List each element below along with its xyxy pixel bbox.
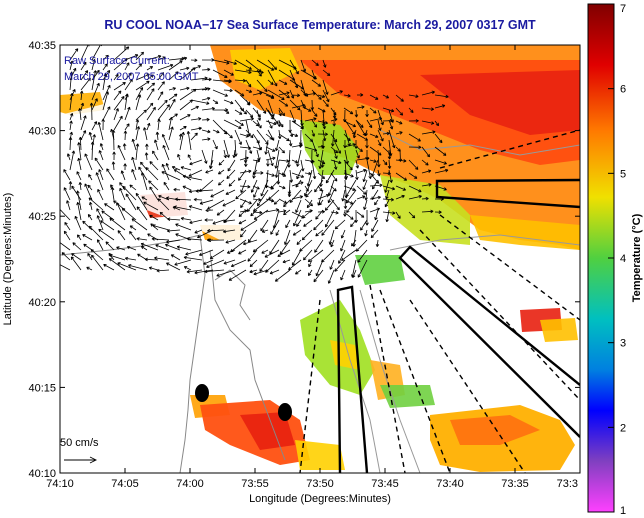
y-axis-title: Latitude (Degrees:Minutes)	[2, 193, 14, 326]
x-tick-label: 73:3	[557, 478, 578, 490]
x-tick-label: 73:50	[306, 478, 334, 490]
colorbar-tick-label: 4	[620, 253, 626, 265]
legend-line-1: Raw Surface Current:	[64, 55, 170, 67]
y-axis-ticks: 40:35 40:30 40:25 40:20 40:15 40:10	[28, 40, 580, 480]
y-tick-label: 40:20	[28, 297, 56, 309]
colorbar-tick-label: 2	[620, 422, 626, 434]
y-tick-label: 40:10	[28, 468, 56, 480]
x-tick-label: 73:45	[371, 478, 399, 490]
colorbar-ticks: 7 6 5 4 3 2 1	[608, 3, 626, 517]
x-tick-label: 73:35	[501, 478, 529, 490]
colorbar-tick-label: 7	[620, 3, 626, 15]
y-tick-label: 40:25	[28, 211, 56, 223]
x-tick-label: 73:55	[241, 478, 269, 490]
x-axis-ticks: 74:10 74:05 74:00 73:55 73:50 73:45 73:40 73:35…	[46, 45, 581, 490]
colorbar-tick-label: 6	[620, 84, 626, 96]
colorbar-tick-label: 1	[620, 505, 626, 517]
colorbar-tick-label: 5	[620, 168, 626, 180]
x-tick-label: 73:40	[436, 478, 464, 490]
scale-label: 50 cm/s	[60, 437, 99, 449]
x-tick-label: 74:00	[176, 478, 204, 490]
colorbar-title: Temperature (°C)	[631, 213, 643, 302]
x-tick-label: 74:05	[111, 478, 139, 490]
colorbar-tick-label: 3	[620, 338, 626, 350]
map-title: RU COOL NOAA−17 Sea Surface Temperature:…	[104, 18, 536, 32]
x-axis-title: Longitude (Degrees:Minutes)	[249, 493, 391, 505]
sst-field	[60, 45, 580, 473]
y-tick-label: 40:35	[28, 40, 56, 52]
y-tick-label: 40:15	[28, 382, 56, 394]
y-tick-label: 40:30	[28, 126, 56, 138]
legend-line-2: March 29, 2007 05:00 GMT	[64, 71, 199, 83]
marker-buoy-1	[195, 384, 209, 402]
x-tick-label: 74:10	[46, 478, 74, 490]
marker-buoy-2	[278, 403, 292, 421]
